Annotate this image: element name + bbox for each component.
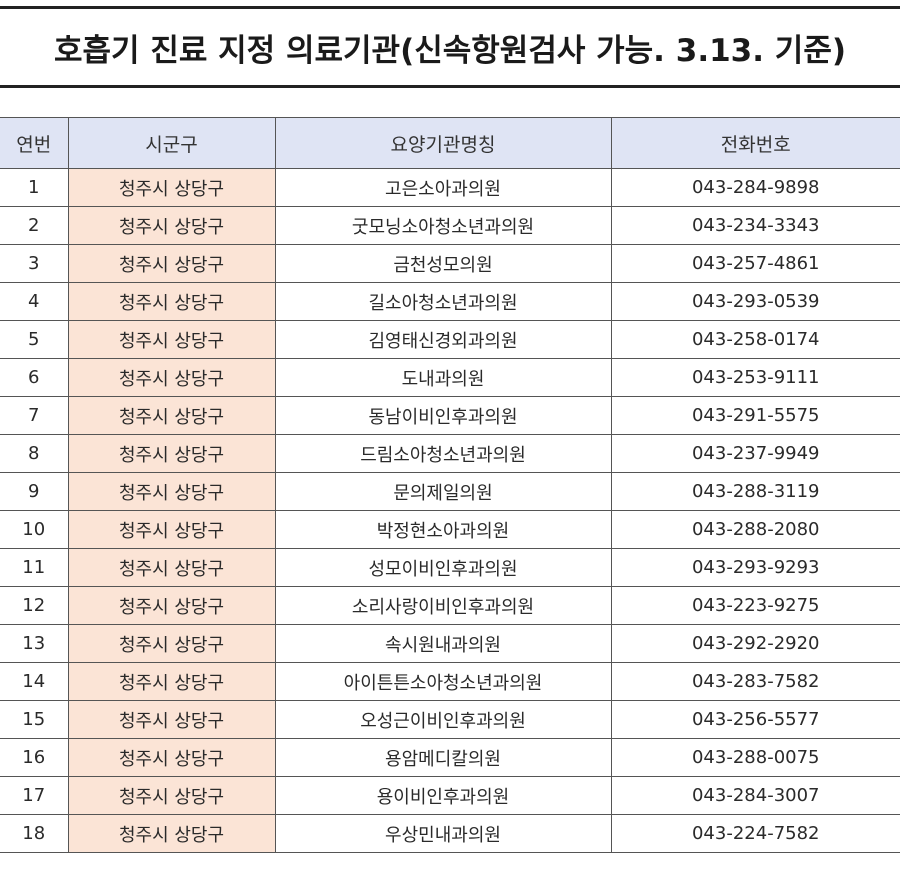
row-hospital-name: 우상민내과의원 (274, 814, 612, 853)
header-no: 연번 (0, 117, 69, 169)
row-area: 청주시 상당구 (67, 206, 276, 245)
row-number: 10 (0, 510, 69, 549)
table-body: 1 청주시 상당구 고은소아과의원 043-284-9898 2 청주시 상당구 굿모닝소아… (0, 168, 900, 853)
row-area: 청주시 상당구 (67, 662, 276, 701)
row-phone: 043-256-5577 (610, 700, 900, 739)
row-phone: 043-284-9898 (610, 168, 900, 207)
row-phone: 043-291-5575 (610, 396, 900, 435)
table-row: 5 청주시 상당구 김영태신경외과의원 043-258-0174 (0, 320, 900, 359)
row-area: 청주시 상당구 (67, 624, 276, 663)
row-area: 청주시 상당구 (67, 814, 276, 853)
row-hospital-name: 드림소아청소년과의원 (274, 434, 612, 473)
row-phone: 043-293-9293 (610, 548, 900, 587)
row-number: 16 (0, 738, 69, 777)
row-hospital-name: 김영태신경외과의원 (274, 320, 612, 359)
row-number: 7 (0, 396, 69, 435)
table-row: 2 청주시 상당구 굿모닝소아청소년과의원 043-234-3343 (0, 206, 900, 245)
row-number: 1 (0, 168, 69, 207)
row-phone: 043-258-0174 (610, 320, 900, 359)
header-area: 시군구 (67, 117, 276, 169)
table-row: 9 청주시 상당구 문의제일의원 043-288-3119 (0, 472, 900, 511)
row-hospital-name: 아이튼튼소아청소년과의원 (274, 662, 612, 701)
row-phone: 043-288-2080 (610, 510, 900, 549)
row-area: 청주시 상당구 (67, 244, 276, 283)
table-row: 16 청주시 상당구 용암메디칼의원 043-288-0075 (0, 738, 900, 777)
row-phone: 043-288-3119 (610, 472, 900, 511)
row-phone: 043-293-0539 (610, 282, 900, 321)
row-area: 청주시 상당구 (67, 472, 276, 511)
table-row: 4 청주시 상당구 길소아청소년과의원 043-293-0539 (0, 282, 900, 321)
row-phone: 043-237-9949 (610, 434, 900, 473)
row-hospital-name: 고은소아과의원 (274, 168, 612, 207)
row-hospital-name: 문의제일의원 (274, 472, 612, 511)
row-number: 14 (0, 662, 69, 701)
row-number: 9 (0, 472, 69, 511)
row-hospital-name: 동남이비인후과의원 (274, 396, 612, 435)
row-area: 청주시 상당구 (67, 434, 276, 473)
row-phone: 043-224-7582 (610, 814, 900, 853)
table-row: 14 청주시 상당구 아이튼튼소아청소년과의원 043-283-7582 (0, 662, 900, 701)
row-hospital-name: 소리사랑이비인후과의원 (274, 586, 612, 625)
row-area: 청주시 상당구 (67, 700, 276, 739)
row-number: 12 (0, 586, 69, 625)
row-hospital-name: 도내과의원 (274, 358, 612, 397)
row-phone: 043-283-7582 (610, 662, 900, 701)
table-row: 10 청주시 상당구 박정현소아과의원 043-288-2080 (0, 510, 900, 549)
row-phone: 043-292-2920 (610, 624, 900, 663)
row-number: 5 (0, 320, 69, 359)
table-row: 15 청주시 상당구 오성근이비인후과의원 043-256-5577 (0, 700, 900, 739)
row-area: 청주시 상당구 (67, 320, 276, 359)
row-phone: 043-284-3007 (610, 776, 900, 815)
hospital-table: 연번 시군구 요양기관명칭 전화번호 1 청주시 상당구 고은소아과의원 043-28… (0, 117, 900, 853)
table-row: 13 청주시 상당구 속시원내과의원 043-292-2920 (0, 624, 900, 663)
row-number: 18 (0, 814, 69, 853)
table-row: 1 청주시 상당구 고은소아과의원 043-284-9898 (0, 168, 900, 207)
row-hospital-name: 성모이비인후과의원 (274, 548, 612, 587)
table-row: 8 청주시 상당구 드림소아청소년과의원 043-237-9949 (0, 434, 900, 473)
header-phone: 전화번호 (610, 117, 900, 169)
row-area: 청주시 상당구 (67, 168, 276, 207)
table-row: 12 청주시 상당구 소리사랑이비인후과의원 043-223-9275 (0, 586, 900, 625)
row-phone: 043-234-3343 (610, 206, 900, 245)
row-number: 4 (0, 282, 69, 321)
title-banner: 호흡기 진료 지정 의료기관(신속항원검사 가능. 3.13. 기준) (0, 6, 900, 88)
table-row: 7 청주시 상당구 동남이비인후과의원 043-291-5575 (0, 396, 900, 435)
header-name: 요양기관명칭 (274, 117, 612, 169)
row-area: 청주시 상당구 (67, 586, 276, 625)
table-row: 18 청주시 상당구 우상민내과의원 043-224-7582 (0, 814, 900, 853)
row-hospital-name: 속시원내과의원 (274, 624, 612, 663)
row-number: 2 (0, 206, 69, 245)
row-number: 3 (0, 244, 69, 283)
table-header-row: 연번 시군구 요양기관명칭 전화번호 (0, 117, 900, 169)
row-hospital-name: 금천성모의원 (274, 244, 612, 283)
row-number: 15 (0, 700, 69, 739)
row-number: 8 (0, 434, 69, 473)
row-number: 13 (0, 624, 69, 663)
row-area: 청주시 상당구 (67, 396, 276, 435)
row-hospital-name: 용암메디칼의원 (274, 738, 612, 777)
row-area: 청주시 상당구 (67, 548, 276, 587)
row-area: 청주시 상당구 (67, 282, 276, 321)
row-number: 11 (0, 548, 69, 587)
row-area: 청주시 상당구 (67, 738, 276, 777)
row-hospital-name: 길소아청소년과의원 (274, 282, 612, 321)
table-row: 11 청주시 상당구 성모이비인후과의원 043-293-9293 (0, 548, 900, 587)
row-phone: 043-253-9111 (610, 358, 900, 397)
page-title: 호흡기 진료 지정 의료기관(신속항원검사 가능. 3.13. 기준) (53, 32, 847, 69)
row-number: 17 (0, 776, 69, 815)
row-hospital-name: 오성근이비인후과의원 (274, 700, 612, 739)
row-phone: 043-257-4861 (610, 244, 900, 283)
row-hospital-name: 용이비인후과의원 (274, 776, 612, 815)
row-hospital-name: 굿모닝소아청소년과의원 (274, 206, 612, 245)
table-row: 17 청주시 상당구 용이비인후과의원 043-284-3007 (0, 776, 900, 815)
row-phone: 043-223-9275 (610, 586, 900, 625)
row-number: 6 (0, 358, 69, 397)
row-area: 청주시 상당구 (67, 510, 276, 549)
row-hospital-name: 박정현소아과의원 (274, 510, 612, 549)
row-area: 청주시 상당구 (67, 776, 276, 815)
table-row: 6 청주시 상당구 도내과의원 043-253-9111 (0, 358, 900, 397)
table-row: 3 청주시 상당구 금천성모의원 043-257-4861 (0, 244, 900, 283)
row-area: 청주시 상당구 (67, 358, 276, 397)
row-phone: 043-288-0075 (610, 738, 900, 777)
